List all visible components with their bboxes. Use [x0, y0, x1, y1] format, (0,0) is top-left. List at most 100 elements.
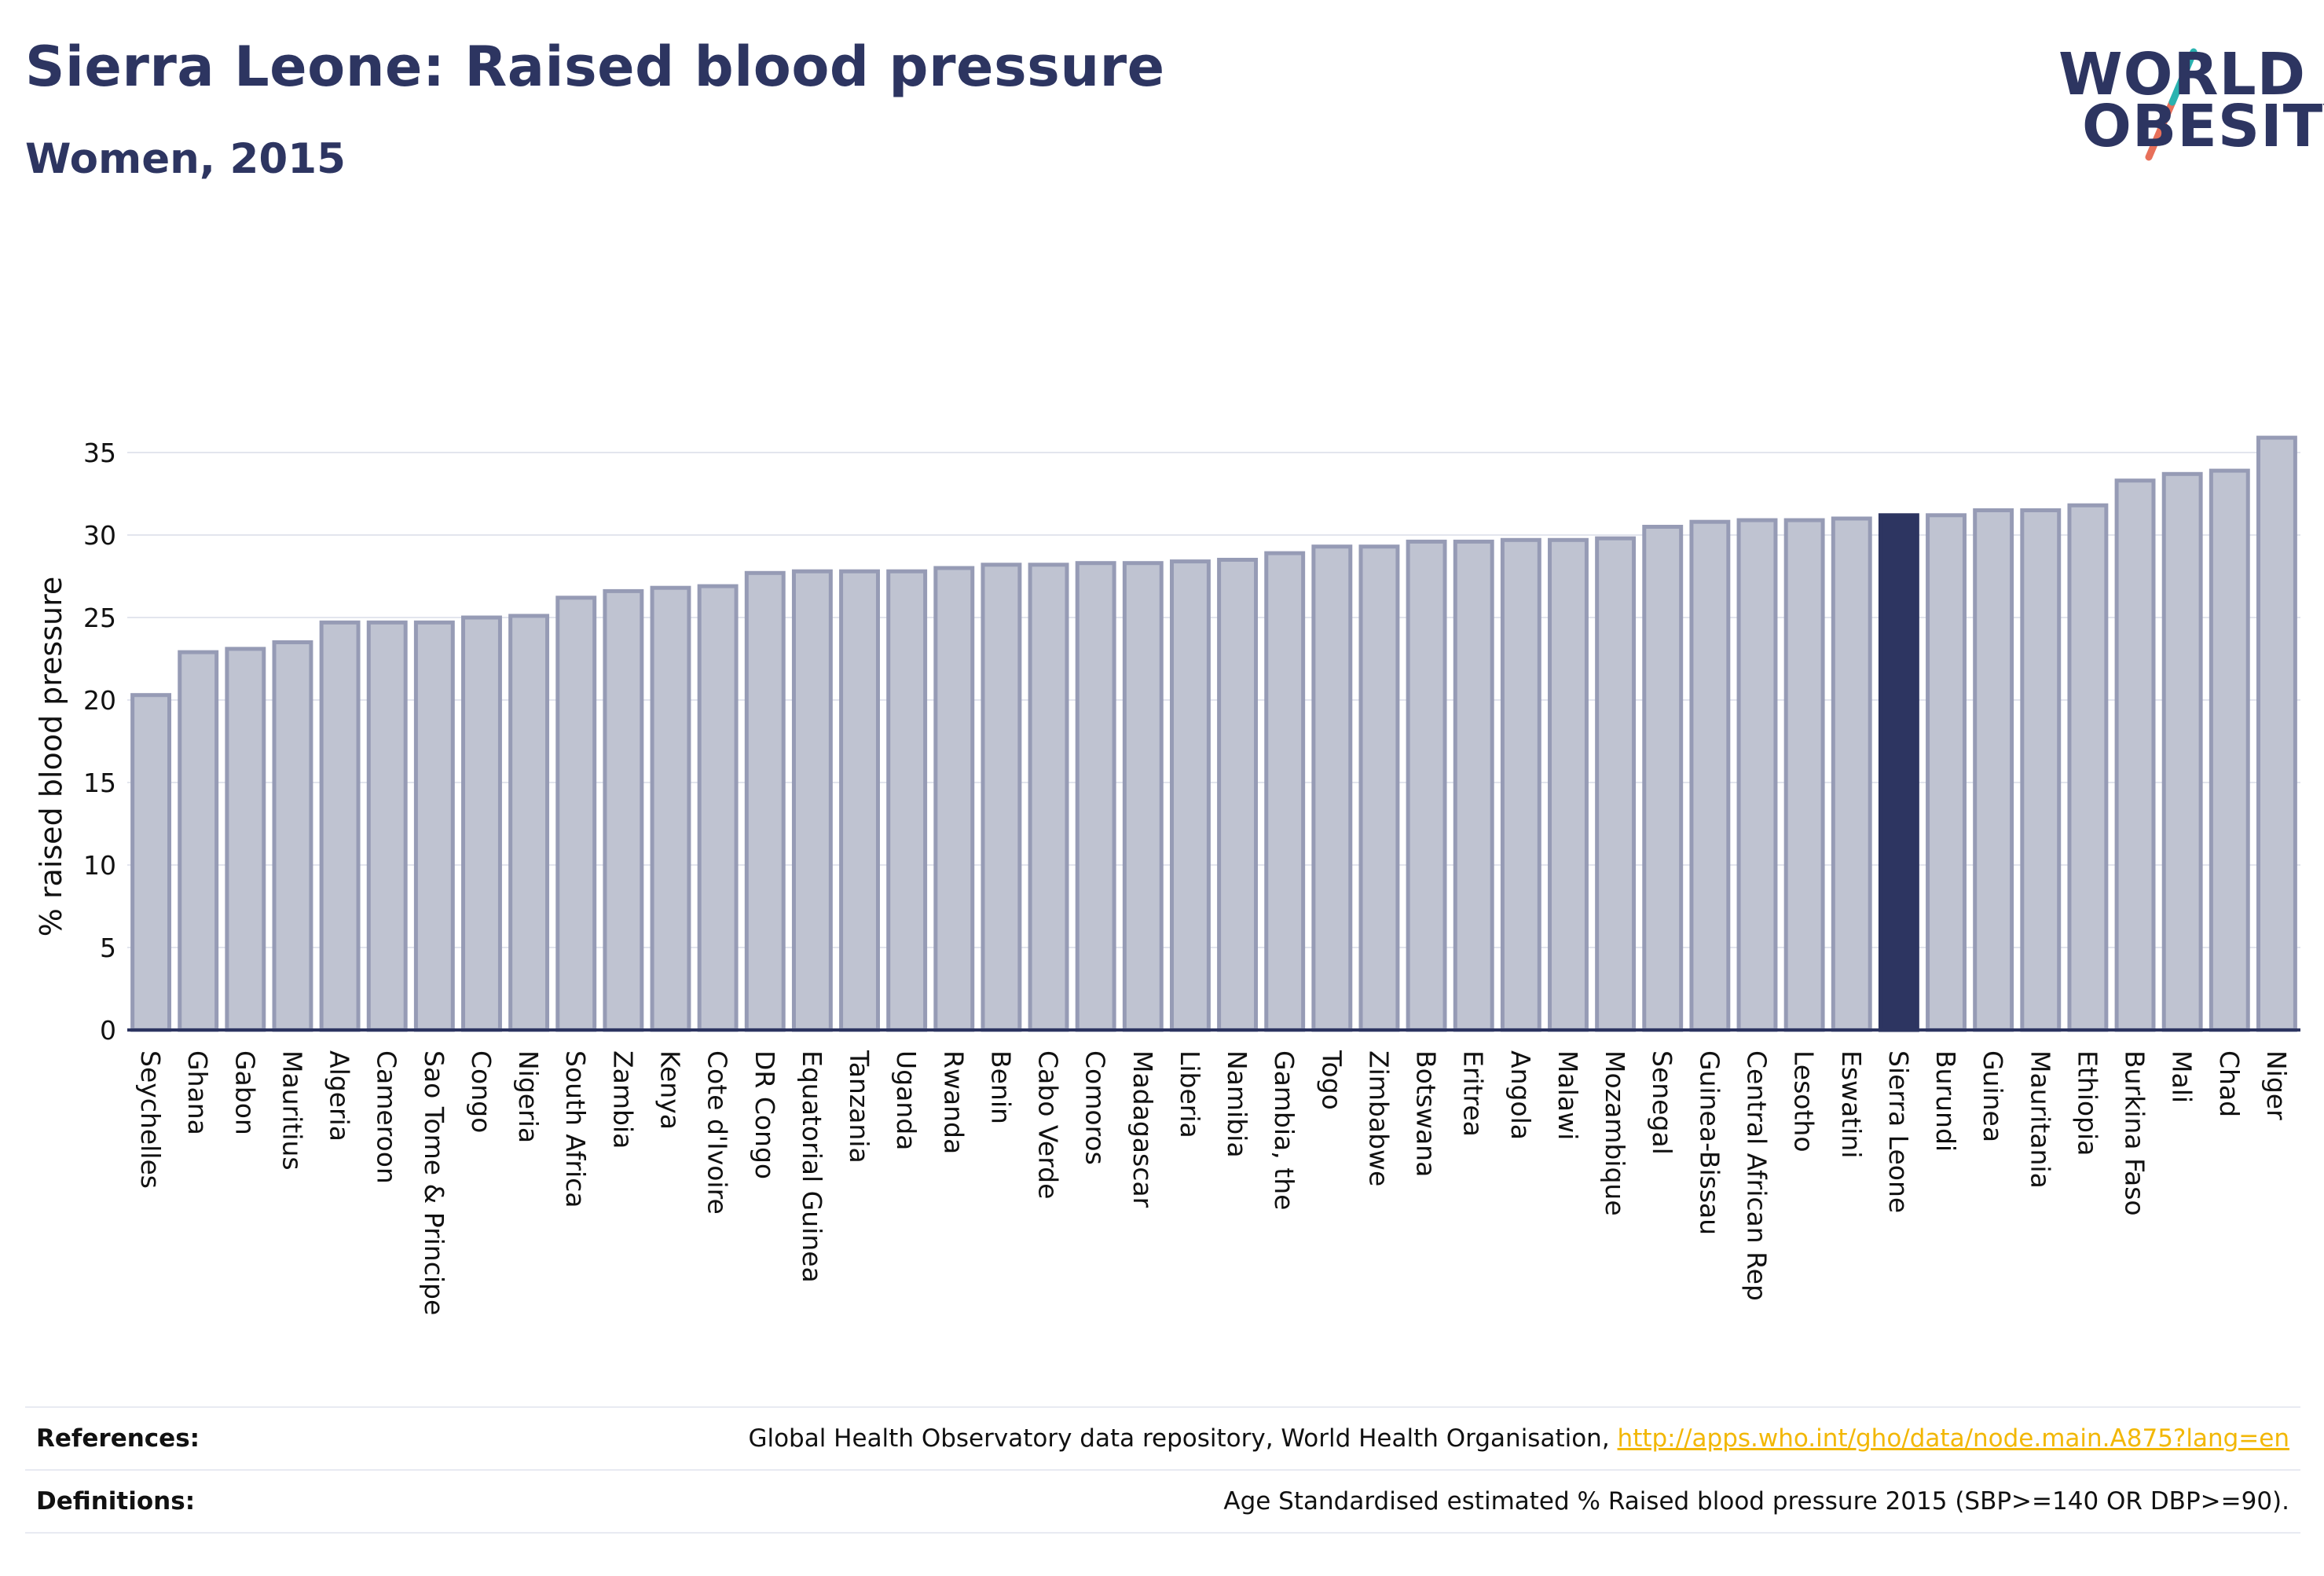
- bar-mauritania[interactable]: [2020, 508, 2062, 1032]
- bar-nigeria[interactable]: [508, 614, 550, 1032]
- x-tick-label: Chad: [2214, 1050, 2245, 1117]
- y-tick-label: 10: [83, 850, 116, 881]
- bar-malawi[interactable]: [1548, 537, 1589, 1032]
- x-tick-label: Mauritius: [277, 1050, 307, 1171]
- x-tick-label: Uganda: [891, 1050, 922, 1150]
- x-tick-label: Burundi: [1930, 1050, 1961, 1152]
- bar-namibia[interactable]: [1217, 558, 1259, 1032]
- y-tick-label: 15: [83, 768, 116, 798]
- bar-uganda[interactable]: [886, 569, 928, 1032]
- bar-togo[interactable]: [1311, 544, 1353, 1032]
- y-tick-label: 25: [83, 603, 116, 633]
- x-tick-label: Mauritania: [2025, 1050, 2055, 1189]
- labels-layer: 0 5 10 15 20 25 30 35 Seychelles Ghana Gabon Maurit…: [83, 438, 2300, 1315]
- references-label: References:: [36, 1424, 200, 1453]
- x-tick-label: Namibia: [1222, 1050, 1252, 1158]
- y-tick-label: 5: [100, 933, 116, 963]
- bar-sao-tome-principe[interactable]: [413, 620, 455, 1032]
- x-tick-label: Algeria: [324, 1050, 355, 1142]
- references-row: References: Global Health Observatory da…: [25, 1406, 2300, 1469]
- bar-eswatini[interactable]: [1831, 516, 1872, 1032]
- bar-cabo-verde[interactable]: [1028, 563, 1069, 1032]
- x-tick-label: Seychelles: [135, 1050, 166, 1189]
- chart-subtitle: Women, 2015: [25, 135, 346, 183]
- x-tick-label: Angola: [1505, 1050, 1536, 1140]
- x-tick-label: Cote d'Ivoire: [702, 1050, 733, 1215]
- bar-tanzania[interactable]: [839, 569, 880, 1032]
- x-tick-label: Zimbabwe: [1363, 1050, 1394, 1186]
- references-value: Global Health Observatory data repositor…: [748, 1424, 2289, 1453]
- x-tick-label: Eswatini: [1836, 1050, 1867, 1158]
- x-tick-label: Sao Tome & Principe: [419, 1050, 449, 1315]
- x-tick-label: Rwanda: [938, 1050, 969, 1154]
- bar-mauritius[interactable]: [272, 640, 313, 1032]
- x-tick-label: Kenya: [655, 1050, 686, 1130]
- logo-slash-icon: [2145, 48, 2198, 161]
- bar-south-africa[interactable]: [555, 596, 597, 1032]
- x-tick-label: Botswana: [1411, 1050, 1442, 1177]
- definitions-label: Definitions:: [36, 1487, 196, 1516]
- x-tick-label: Lesotho: [1789, 1050, 1820, 1153]
- bar-sierra-leone[interactable]: [1878, 513, 1919, 1032]
- references-text: Global Health Observatory data repositor…: [748, 1424, 1618, 1453]
- bar-zimbabwe[interactable]: [1358, 544, 1400, 1032]
- bar-ghana[interactable]: [178, 650, 219, 1032]
- bar-liberia[interactable]: [1169, 559, 1211, 1032]
- bar-chart: 0 5 10 15 20 25 30 35 Seychelles Ghana Gabon Maurit…: [34, 435, 2300, 1315]
- x-tick-label: Madagascar: [1127, 1050, 1158, 1208]
- bar-kenya[interactable]: [650, 585, 691, 1032]
- bars-layer: [130, 435, 2297, 1032]
- bar-seychelles[interactable]: [130, 693, 172, 1032]
- bar-guinea-bissau[interactable]: [1689, 519, 1731, 1032]
- x-tick-label: Guinea-Bissau: [1694, 1050, 1725, 1235]
- x-tick-label: Benin: [985, 1050, 1016, 1124]
- bar-mali[interactable]: [2161, 471, 2203, 1032]
- bar-burundi[interactable]: [1926, 513, 1967, 1032]
- bar-gabon[interactable]: [225, 647, 266, 1032]
- x-tick-label: Liberia: [1175, 1050, 1205, 1138]
- bar-comoros[interactable]: [1075, 561, 1116, 1032]
- x-tick-label: Nigeria: [513, 1050, 544, 1143]
- bar-gambia-the[interactable]: [1264, 551, 1306, 1032]
- bar-angola[interactable]: [1500, 537, 1541, 1032]
- x-tick-label: Congo: [466, 1050, 497, 1133]
- x-tick-label: Comoros: [1080, 1050, 1111, 1165]
- bar-equatorial-guinea[interactable]: [791, 569, 833, 1032]
- bar-guinea[interactable]: [1973, 508, 2014, 1032]
- bar-algeria[interactable]: [319, 620, 361, 1032]
- x-tick-label: Ghana: [182, 1050, 213, 1135]
- bar-congo[interactable]: [461, 615, 502, 1032]
- bar-burkina-faso[interactable]: [2114, 478, 2156, 1032]
- x-tick-label: Malawi: [1552, 1050, 1583, 1140]
- bar-rwanda[interactable]: [933, 566, 975, 1032]
- x-tick-label: Zambia: [607, 1050, 638, 1149]
- bar-madagascar[interactable]: [1122, 561, 1164, 1032]
- x-tick-label: Sierra Leone: [1883, 1050, 1914, 1213]
- bar-ethiopia[interactable]: [2067, 503, 2109, 1032]
- x-tick-label: Togo: [1316, 1050, 1347, 1110]
- definitions-row: Definitions: Age Standardised estimated …: [25, 1469, 2300, 1532]
- bar-mozambique[interactable]: [1595, 536, 1637, 1032]
- x-tick-label: Ethiopia: [2072, 1050, 2102, 1156]
- x-tick-label: Central African Rep: [1742, 1050, 1772, 1301]
- bar-niger[interactable]: [2256, 435, 2297, 1032]
- bar-cote-d-ivoire[interactable]: [697, 584, 739, 1032]
- bar-zambia[interactable]: [603, 588, 644, 1032]
- bar-botswana[interactable]: [1406, 539, 1447, 1032]
- footer-divider: [25, 1532, 2300, 1534]
- y-axis-label: % raised blood pressure: [34, 577, 68, 937]
- bar-senegal[interactable]: [1642, 525, 1684, 1032]
- bar-lesotho[interactable]: [1783, 518, 1825, 1032]
- bar-chad[interactable]: [2209, 468, 2250, 1032]
- x-tick-label: Mali: [2167, 1050, 2198, 1103]
- references-link[interactable]: http://apps.who.int/gho/data/node.main.A…: [1617, 1424, 2289, 1453]
- bar-central-african-rep[interactable]: [1736, 518, 1778, 1032]
- x-tick-label: Gambia, the: [1269, 1050, 1299, 1210]
- x-tick-label: Eritrea: [1458, 1050, 1489, 1137]
- x-tick-label: Senegal: [1647, 1050, 1677, 1155]
- y-tick-label: 0: [100, 1015, 116, 1046]
- bar-eritrea[interactable]: [1453, 539, 1494, 1032]
- bar-dr-congo[interactable]: [744, 570, 786, 1032]
- bar-cameroon[interactable]: [366, 620, 408, 1032]
- bar-benin[interactable]: [981, 563, 1022, 1032]
